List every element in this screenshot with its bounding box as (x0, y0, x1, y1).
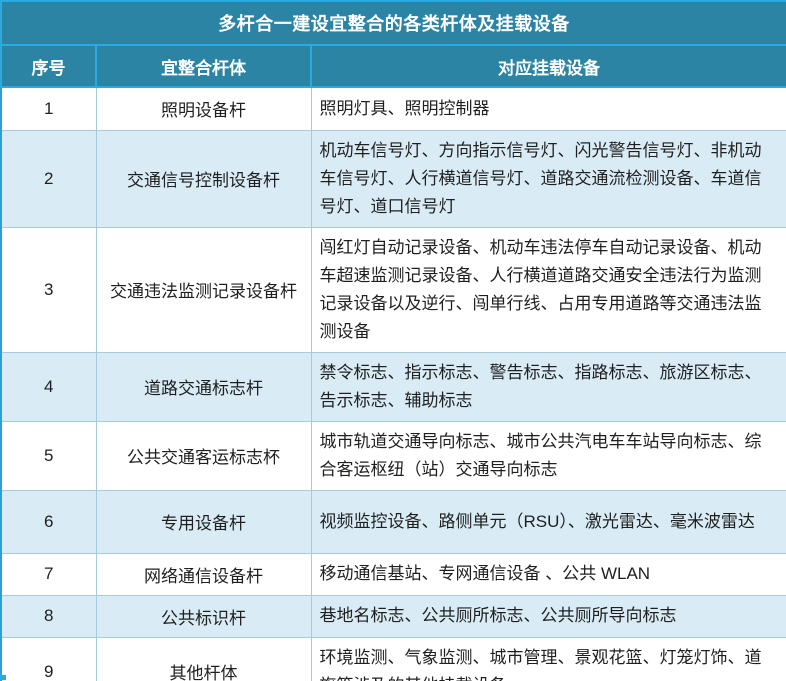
cell-devices: 视频监控设备、路侧单元（RSU）、激光雷达、毫米波雷达 (310, 489, 786, 554)
cell-serial: 6 (0, 489, 97, 554)
cell-devices: 禁令标志、指示标志、警告标志、指路标志、旅游区标志、告示标志、辅助标志 (310, 351, 786, 422)
cell-serial: 4 (0, 351, 97, 422)
table-row: 8 公共标识杆 巷地名标志、公共厕所标志、公共厕所导向标志 (0, 594, 786, 638)
cell-pole-type: 道路交通标志杆 (95, 351, 312, 422)
table-title: 多杆合一建设宜整合的各类杆体及挂载设备 (0, 0, 786, 46)
table-row: 1 照明设备杆 照明灯具、照明控制器 (0, 86, 786, 131)
column-header-serial: 序号 (0, 44, 97, 88)
cell-serial: 5 (0, 420, 97, 491)
cell-devices: 机动车信号灯、方向指示信号灯、闪光警告信号灯、非机动车信号灯、人行横道信号灯、道… (310, 129, 786, 228)
table-row: 7 网络通信设备杆 移动通信基站、专网通信设备 、公共 WLAN (0, 552, 786, 596)
cell-devices: 城市轨道交通导向标志、城市公共汽电车车站导向标志、综合客运枢纽（站）交通导向标志 (310, 420, 786, 491)
cell-pole-type: 公共标识杆 (95, 594, 312, 638)
screenshot-edge-artifact (0, 675, 6, 680)
header-row: 序号 宜整合杆体 对应挂载设备 (0, 44, 786, 88)
cell-serial: 8 (0, 594, 97, 638)
table-row: 6 专用设备杆 视频监控设备、路侧单元（RSU）、激光雷达、毫米波雷达 (0, 489, 786, 554)
cell-pole-type: 交通违法监测记录设备杆 (95, 226, 312, 353)
cell-pole-type: 公共交通客运标志杯 (95, 420, 312, 491)
cell-serial: 9 (0, 636, 97, 681)
cell-serial: 3 (0, 226, 97, 353)
cell-devices: 移动通信基站、专网通信设备 、公共 WLAN (310, 552, 786, 596)
cell-pole-type: 其他杆体 (95, 636, 312, 681)
cell-pole-type: 交通信号控制设备杆 (95, 129, 312, 228)
cell-pole-type: 专用设备杆 (95, 489, 312, 554)
cell-serial: 2 (0, 129, 97, 228)
table-row: 3 交通违法监测记录设备杆 闯红灯自动记录设备、机动车违法停车自动记录设备、机动… (0, 226, 786, 353)
cell-devices: 闯红灯自动记录设备、机动车违法停车自动记录设备、机动车超速监测记录设备、人行横道… (310, 226, 786, 353)
cell-pole-type: 照明设备杆 (95, 86, 312, 131)
table-row: 5 公共交通客运标志杯 城市轨道交通导向标志、城市公共汽电车车站导向标志、综合客… (0, 420, 786, 491)
column-header-pole: 宜整合杆体 (95, 44, 312, 88)
cell-serial: 1 (0, 86, 97, 131)
cell-devices: 巷地名标志、公共厕所标志、公共厕所导向标志 (310, 594, 786, 638)
title-row: 多杆合一建设宜整合的各类杆体及挂载设备 (0, 0, 786, 46)
cell-serial: 7 (0, 552, 97, 596)
column-header-devices: 对应挂载设备 (310, 44, 786, 88)
table-row: 9 其他杆体 环境监测、气象监测、城市管理、景观花篮、灯笼灯饰、道旗等涉及的其他… (0, 636, 786, 681)
cell-devices: 环境监测、气象监测、城市管理、景观花篮、灯笼灯饰、道旗等涉及的其他挂载设备 (310, 636, 786, 681)
table-row: 2 交通信号控制设备杆 机动车信号灯、方向指示信号灯、闪光警告信号灯、非机动车信… (0, 129, 786, 228)
cell-pole-type: 网络通信设备杆 (95, 552, 312, 596)
cell-devices: 照明灯具、照明控制器 (310, 86, 786, 131)
table-row: 4 道路交通标志杆 禁令标志、指示标志、警告标志、指路标志、旅游区标志、告示标志… (0, 351, 786, 422)
